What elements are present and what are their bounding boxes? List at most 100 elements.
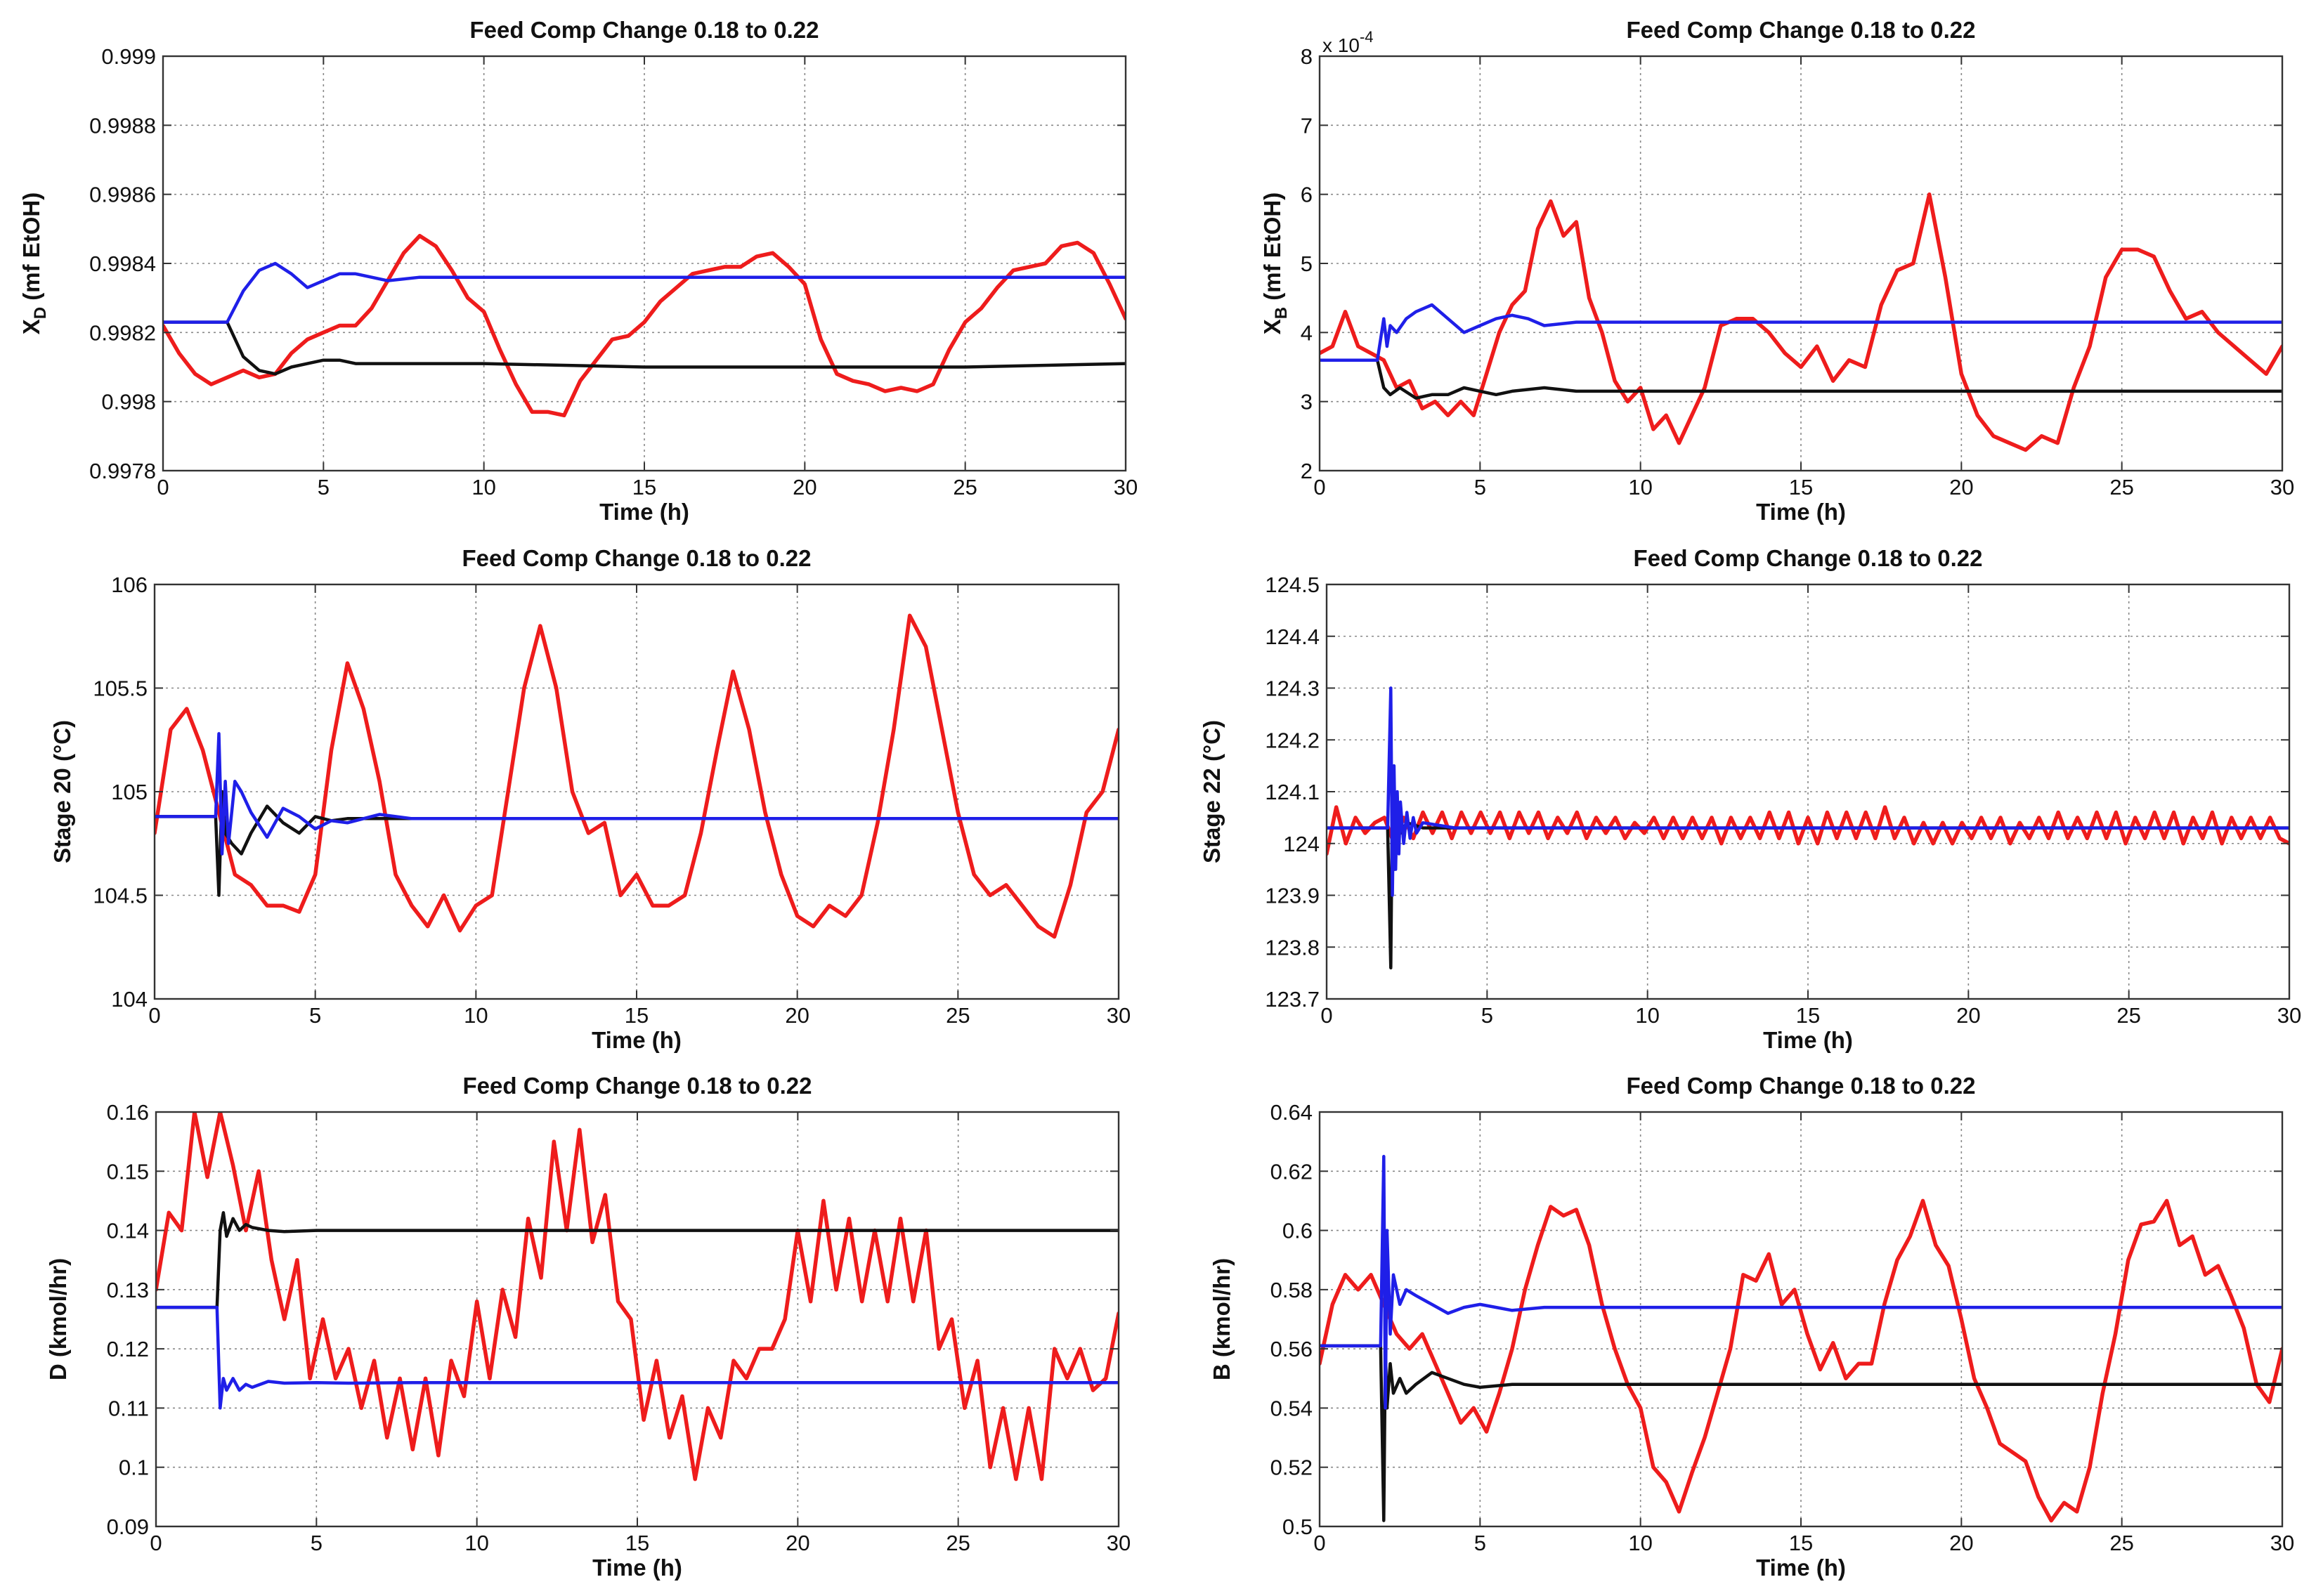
y-tick-label: 0.9978 [89,459,156,483]
series-line-red [1327,805,2289,856]
x-tick-label: 15 [625,1003,649,1028]
x-tick-label: 0 [1313,1531,1325,1555]
y-tick-label: 0.999 [101,44,156,69]
series-line-red [155,613,1119,939]
x-tick-label: 10 [1635,1003,1659,1028]
x-tick-label: 5 [1474,475,1486,499]
y-tick-label: 104 [111,987,148,1012]
x-tick-label: 30 [2270,475,2294,499]
x-tick-label: 20 [793,475,817,499]
x-tick-label: 0 [1313,475,1325,499]
y-tick-label: 124.2 [1265,728,1320,752]
y-tick-label: 0.9988 [89,113,156,138]
series-line-red [156,1112,1119,1481]
y-axis-label: B (kmol/hr) [1209,1258,1235,1380]
x-tick-label: 10 [1628,1531,1652,1555]
x-tick-label: 10 [464,1003,488,1028]
x-tick-label: 30 [1114,475,1138,499]
y-tick-label: 0.52 [1270,1456,1313,1480]
y-tick-label: 124.4 [1265,624,1320,649]
axis-multiplier: x 10-4 [1322,28,1374,56]
y-tick-label: 4 [1301,320,1313,345]
y-tick-label: 0.14 [107,1219,149,1243]
x-tick-label: 10 [1628,475,1652,499]
x-tick-label: 20 [786,1531,809,1555]
y-tick-label: 0.1 [119,1456,149,1480]
series-line-blue [163,261,1126,324]
y-tick-label: 3 [1301,390,1313,414]
x-axis-label: Time (h) [1756,1555,1846,1581]
y-tick-label: 0.9982 [89,320,156,345]
x-tick-label: 30 [1107,1003,1131,1028]
y-tick-label: 105 [111,780,148,804]
series-line-blue [156,1305,1119,1410]
chart-st22: 0 5 10 15 20 25 30 123.7 123.8 123.9 124 124.1 124.2… [1199,545,2301,1053]
chart-title: Feed Comp Change 0.18 to 0.22 [462,545,812,571]
x-tick-label: 25 [953,475,977,499]
series-line-black [1320,358,2282,400]
x-axis-label: Time (h) [592,1027,682,1053]
y-tick-label: 0.12 [107,1337,149,1361]
x-tick-label: 0 [1320,1003,1332,1028]
x-tick-label: 15 [1789,475,1813,499]
x-axis-label: Time (h) [592,1555,682,1581]
y-axis-label: Stage 20 (°C) [49,720,75,863]
chart-title: Feed Comp Change 0.18 to 0.22 [1627,17,1976,43]
series-line-blue [155,732,1119,856]
y-tick-label: 104.5 [93,884,148,908]
x-tick-label: 15 [632,475,656,499]
y-tick-label: 0.9986 [89,183,156,207]
y-axis-label: D (kmol/hr) [45,1258,71,1380]
y-axis-label: XB (mf EtOH) [1259,192,1291,335]
x-tick-label: 30 [2270,1531,2294,1555]
x-tick-label: 0 [148,1003,160,1028]
series-line-red [1320,1198,2282,1523]
x-tick-label: 30 [1107,1531,1131,1555]
series-line-blue [1327,686,2289,897]
x-tick-label: 20 [1949,1531,1973,1555]
y-tick-label: 123.7 [1265,987,1320,1012]
y-tick-label: 123.8 [1265,935,1320,960]
x-tick-label: 20 [1956,1003,1980,1028]
y-tick-label: 124.1 [1265,780,1320,804]
x-tick-label: 5 [309,1003,321,1028]
y-tick-label: 0.11 [108,1396,149,1420]
x-axis-label: Time (h) [1756,499,1846,525]
chart-xb: 0 5 10 15 20 25 30 2 3 4 5 6 7 8 Feed Comp Change 0.18… [1259,17,2294,525]
x-tick-label: 20 [1949,475,1973,499]
x-tick-label: 5 [1481,1003,1493,1028]
y-tick-label: 0.5 [1282,1515,1313,1539]
x-tick-label: 25 [946,1531,970,1555]
x-tick-label: 25 [2109,1531,2133,1555]
y-tick-label: 0.16 [107,1100,149,1125]
x-tick-label: 15 [1789,1531,1813,1555]
y-tick-label: 0.09 [107,1515,149,1539]
chart-xd: 0 5 10 15 20 25 30 0.9978 0.998 0.9982 0.9984 0.998… [18,17,1138,525]
chart-title: Feed Comp Change 0.18 to 0.22 [463,1073,812,1099]
series-line-red [163,233,1126,418]
x-tick-label: 10 [464,1531,488,1555]
y-tick-label: 0.62 [1270,1159,1313,1184]
series-line-red [1320,192,2282,452]
x-tick-label: 30 [2277,1003,2301,1028]
y-tick-label: 6 [1301,183,1313,207]
y-tick-label: 105.5 [93,676,148,701]
y-tick-label: 123.9 [1265,884,1320,908]
x-tick-label: 10 [471,475,495,499]
x-axis-label: Time (h) [1763,1027,1853,1053]
y-tick-label: 124.5 [1265,573,1320,597]
chart-title: Feed Comp Change 0.18 to 0.22 [470,17,819,43]
y-tick-label: 0.6 [1282,1219,1313,1243]
y-tick-label: 124.3 [1265,676,1320,701]
y-axis-label: Stage 22 (°C) [1199,720,1225,863]
series-line-blue [1320,1154,2282,1410]
y-tick-label: 106 [111,573,148,597]
y-tick-label: 0.13 [107,1278,149,1302]
series-line-black [156,1211,1119,1309]
y-tick-label: 0.56 [1270,1337,1313,1361]
chart-bflow: 0 5 10 15 20 25 30 0.5 0.52 0.54 0.56 0.58 0.6 0.62 0.… [1209,1073,2294,1581]
y-tick-label: 124 [1283,832,1320,856]
x-tick-label: 5 [1474,1531,1486,1555]
chart-title: Feed Comp Change 0.18 to 0.22 [1634,545,1983,571]
